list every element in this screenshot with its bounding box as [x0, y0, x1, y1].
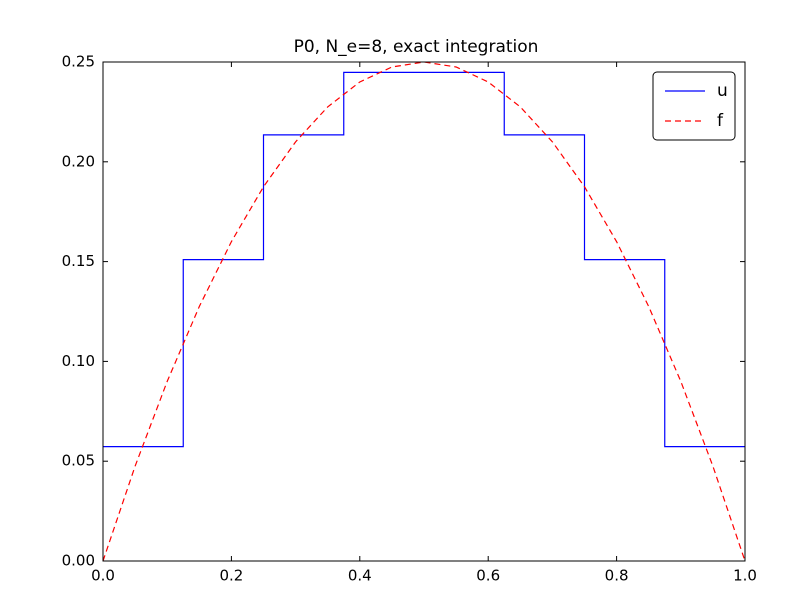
series-line: [103, 71, 745, 448]
x-tick-label: 0.6: [476, 567, 500, 585]
axes-frame: [102, 61, 746, 562]
y-tick-label: 0.10: [62, 352, 95, 370]
chart-title: P0, N_e=8, exact integration: [294, 37, 539, 57]
y-tick-label: 0.05: [62, 452, 95, 470]
x-tick-label: 0.8: [605, 567, 629, 585]
x-tick-label: 0.0: [91, 567, 115, 585]
y-tick-label: 0.25: [62, 53, 95, 71]
x-tick-label: 0.2: [219, 567, 243, 585]
legend-label: f: [717, 111, 724, 131]
y-tick-label: 0.00: [62, 552, 95, 570]
y-tick-label: 0.15: [62, 252, 95, 270]
legend-box: [652, 71, 736, 141]
x-tick-label: 1.0: [733, 567, 757, 585]
series-line: [103, 62, 745, 561]
legend-label: u: [717, 81, 728, 101]
y-tick-label: 0.20: [62, 152, 95, 170]
x-tick-label: 0.4: [348, 567, 372, 585]
